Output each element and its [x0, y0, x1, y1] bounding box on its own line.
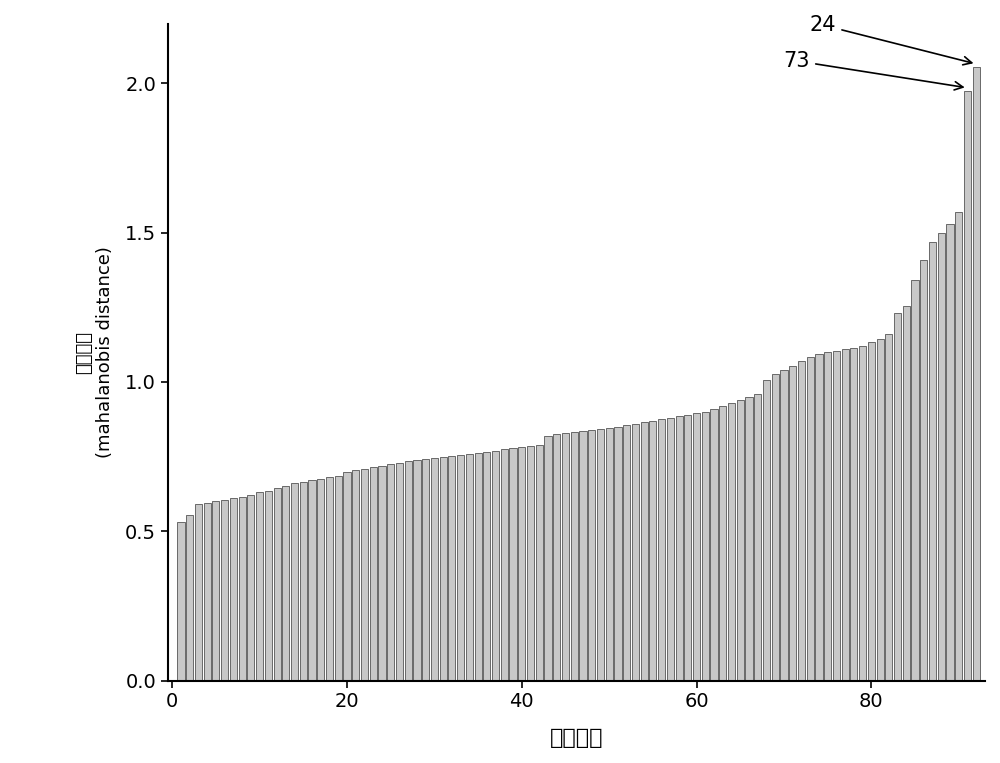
Bar [448, 456, 455, 681]
Bar [195, 504, 202, 681]
Bar [475, 453, 482, 681]
Bar [763, 381, 770, 681]
Bar [772, 375, 779, 681]
Text: 24: 24 [810, 15, 972, 65]
Bar [667, 418, 674, 681]
Bar [614, 427, 622, 681]
Bar [571, 432, 578, 681]
Bar [387, 464, 394, 681]
Y-axis label: 马氏距离
(mahalanobis distance): 马氏距离 (mahalanobis distance) [75, 246, 114, 458]
Bar [300, 482, 307, 681]
Bar [632, 423, 639, 681]
Bar [291, 484, 298, 681]
Bar [676, 417, 683, 681]
Bar [204, 503, 211, 681]
Bar [693, 414, 700, 681]
Bar [649, 420, 656, 681]
Bar [396, 462, 403, 681]
Bar [754, 394, 761, 681]
Bar [911, 281, 919, 681]
Bar [405, 461, 412, 681]
X-axis label: 样本序号: 样本序号 [550, 728, 603, 748]
Bar [256, 492, 263, 681]
Bar [702, 412, 709, 681]
Bar [308, 481, 316, 681]
Bar [588, 430, 595, 681]
Text: 73: 73 [784, 51, 963, 90]
Bar [440, 457, 447, 681]
Bar [274, 488, 281, 681]
Bar [413, 460, 421, 681]
Bar [850, 348, 857, 681]
Bar [877, 339, 884, 681]
Bar [964, 91, 971, 681]
Bar [335, 476, 342, 681]
Bar [457, 455, 464, 681]
Bar [553, 434, 560, 681]
Bar [361, 468, 368, 681]
Bar [536, 445, 543, 681]
Bar [920, 259, 927, 681]
Bar [903, 306, 910, 681]
Bar [352, 470, 359, 681]
Bar [466, 454, 473, 681]
Bar [798, 361, 805, 681]
Bar [518, 447, 525, 681]
Bar [780, 370, 788, 681]
Bar [221, 500, 228, 681]
Bar [247, 495, 254, 681]
Bar [562, 433, 569, 681]
Bar [938, 233, 945, 681]
Bar [378, 465, 386, 681]
Bar [239, 497, 246, 681]
Bar [597, 429, 604, 681]
Bar [710, 409, 718, 681]
Bar [719, 406, 726, 681]
Bar [483, 452, 490, 681]
Bar [230, 498, 237, 681]
Bar [212, 501, 219, 681]
Bar [658, 420, 665, 681]
Bar [728, 403, 735, 681]
Bar [422, 459, 429, 681]
Bar [824, 352, 831, 681]
Bar [606, 428, 613, 681]
Bar [955, 212, 962, 681]
Bar [973, 67, 980, 681]
Bar [815, 353, 823, 681]
Bar [745, 397, 753, 681]
Bar [544, 436, 552, 681]
Bar [509, 448, 517, 681]
Bar [186, 515, 193, 681]
Bar [431, 458, 438, 681]
Bar [177, 523, 185, 681]
Bar [894, 314, 901, 681]
Bar [343, 472, 351, 681]
Bar [946, 224, 954, 681]
Bar [929, 242, 936, 681]
Bar [868, 342, 875, 681]
Bar [684, 415, 691, 681]
Bar [859, 346, 866, 681]
Bar [527, 446, 534, 681]
Bar [265, 491, 272, 681]
Bar [807, 356, 814, 681]
Bar [317, 479, 324, 681]
Bar [737, 400, 744, 681]
Bar [579, 431, 587, 681]
Bar [833, 351, 840, 681]
Bar [641, 422, 648, 681]
Bar [885, 334, 892, 681]
Bar [282, 487, 289, 681]
Bar [326, 478, 333, 681]
Bar [842, 349, 849, 681]
Bar [370, 467, 377, 681]
Bar [492, 451, 499, 681]
Bar [623, 425, 630, 681]
Bar [789, 365, 796, 681]
Bar [501, 449, 508, 681]
